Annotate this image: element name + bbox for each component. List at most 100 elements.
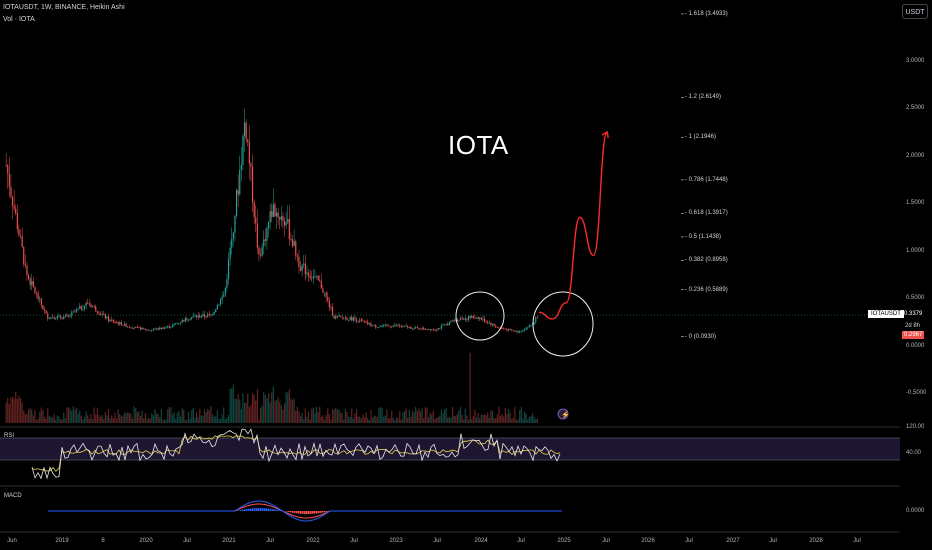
- volume-bar: [261, 405, 263, 423]
- candle-body: [239, 169, 241, 195]
- svg-text:⚡: ⚡: [561, 410, 570, 419]
- candle-body: [490, 322, 492, 326]
- volume-bar: [493, 418, 495, 423]
- macd-hist-bar: [248, 508, 250, 511]
- time-axis-tick: Jun: [7, 538, 17, 544]
- volume-bar: [200, 415, 202, 423]
- fib-level-label: - 0.5 (1.1438): [685, 233, 722, 240]
- volume-bar: [74, 409, 76, 423]
- volume-bar: [186, 419, 188, 423]
- volume-bar: [303, 419, 305, 423]
- candle-body: [56, 316, 58, 319]
- candle-body: [181, 320, 183, 323]
- currency-button[interactable]: USDT: [902, 4, 928, 19]
- fib-level-label: - 1.2 (2.6149): [685, 94, 722, 101]
- volume-bar: [287, 392, 289, 423]
- time-axis-tick: 2023: [389, 538, 403, 544]
- price-chart[interactable]: ⚡: [0, 0, 900, 550]
- volume-bar: [447, 417, 449, 423]
- macd-hist-bar: [286, 511, 288, 512]
- volume-bar: [519, 409, 521, 423]
- volume-bar: [495, 418, 497, 423]
- volume-bar: [10, 397, 12, 423]
- volume-bar: [293, 398, 295, 423]
- volume-bar: [56, 415, 58, 423]
- volume-bar: [232, 384, 234, 423]
- time-axis-tick: 2022: [306, 538, 320, 544]
- volume-bar: [32, 415, 34, 423]
- volume-bar: [344, 408, 346, 423]
- candle-body: [362, 320, 364, 322]
- time-axis-tick: 2024: [474, 538, 488, 544]
- candle-body: [160, 327, 162, 330]
- volume-bar: [215, 416, 217, 423]
- candle-body: [71, 312, 73, 316]
- volume-bar: [91, 419, 94, 423]
- candle-body: [450, 320, 452, 322]
- volume-bar: [187, 411, 190, 423]
- volume-bar: [490, 410, 492, 423]
- candle-body: [157, 327, 159, 330]
- volume-bar: [223, 407, 225, 423]
- candle-body: [272, 204, 274, 218]
- volume-bar: [71, 411, 73, 423]
- volume-bar: [351, 408, 353, 423]
- candle-body: [472, 316, 474, 318]
- volume-bar: [151, 413, 153, 423]
- candle-body: [187, 319, 190, 321]
- price-axis[interactable]: [900, 0, 932, 550]
- candle-body: [437, 328, 439, 331]
- volume-bar: [330, 419, 332, 423]
- symbol-price-tag: IOTAUSDT: [868, 310, 904, 318]
- volume-bar: [466, 415, 468, 423]
- candle-body: [199, 315, 201, 318]
- volume-bar: [522, 418, 524, 423]
- candle-body: [47, 313, 49, 319]
- volume-bar: [221, 414, 223, 423]
- candle-body: [178, 323, 180, 325]
- candle-body: [317, 275, 319, 281]
- volume-bar: [251, 393, 254, 423]
- volume-bar: [354, 413, 356, 423]
- volume-bar: [515, 419, 518, 423]
- volume-bar: [176, 412, 178, 423]
- volume-bar: [202, 415, 204, 423]
- candle-body: [491, 323, 494, 326]
- volume-bar: [368, 419, 370, 423]
- candle-body: [522, 330, 524, 332]
- candle-body: [32, 281, 34, 288]
- candle-body: [354, 317, 356, 320]
- candle-body: [165, 327, 167, 329]
- candle-body: [138, 326, 140, 328]
- candle-body: [469, 316, 471, 319]
- volume-bar: [511, 418, 513, 423]
- volume-bar: [535, 419, 537, 423]
- candle-body: [93, 306, 95, 308]
- macd-hist-bar: [290, 511, 292, 513]
- candle-body: [194, 315, 196, 317]
- volume-bar: [464, 408, 466, 423]
- candle-body: [11, 196, 14, 206]
- candle-body: [474, 317, 476, 319]
- volume-bar: [83, 416, 86, 423]
- volume-bar: [224, 419, 226, 423]
- volume-bar: [315, 407, 318, 423]
- candle-body: [135, 326, 137, 328]
- candle-body: [221, 296, 223, 300]
- volume-bar: [138, 411, 140, 423]
- macd-hist-bar: [240, 510, 242, 511]
- volume-bar: [82, 419, 84, 423]
- candle-body: [234, 215, 236, 233]
- candle-body: [133, 327, 135, 329]
- candle-body: [74, 311, 76, 313]
- volume-bar: [144, 413, 146, 423]
- candle-body: [266, 228, 268, 241]
- candle-body: [325, 292, 327, 297]
- candle-body: [453, 319, 455, 322]
- candle-body: [227, 259, 230, 280]
- macd-hist-bar: [260, 508, 262, 511]
- candle-body: [387, 325, 390, 327]
- volume-bar: [314, 412, 316, 423]
- volume-bar: [53, 414, 55, 423]
- volume-bar: [311, 408, 313, 423]
